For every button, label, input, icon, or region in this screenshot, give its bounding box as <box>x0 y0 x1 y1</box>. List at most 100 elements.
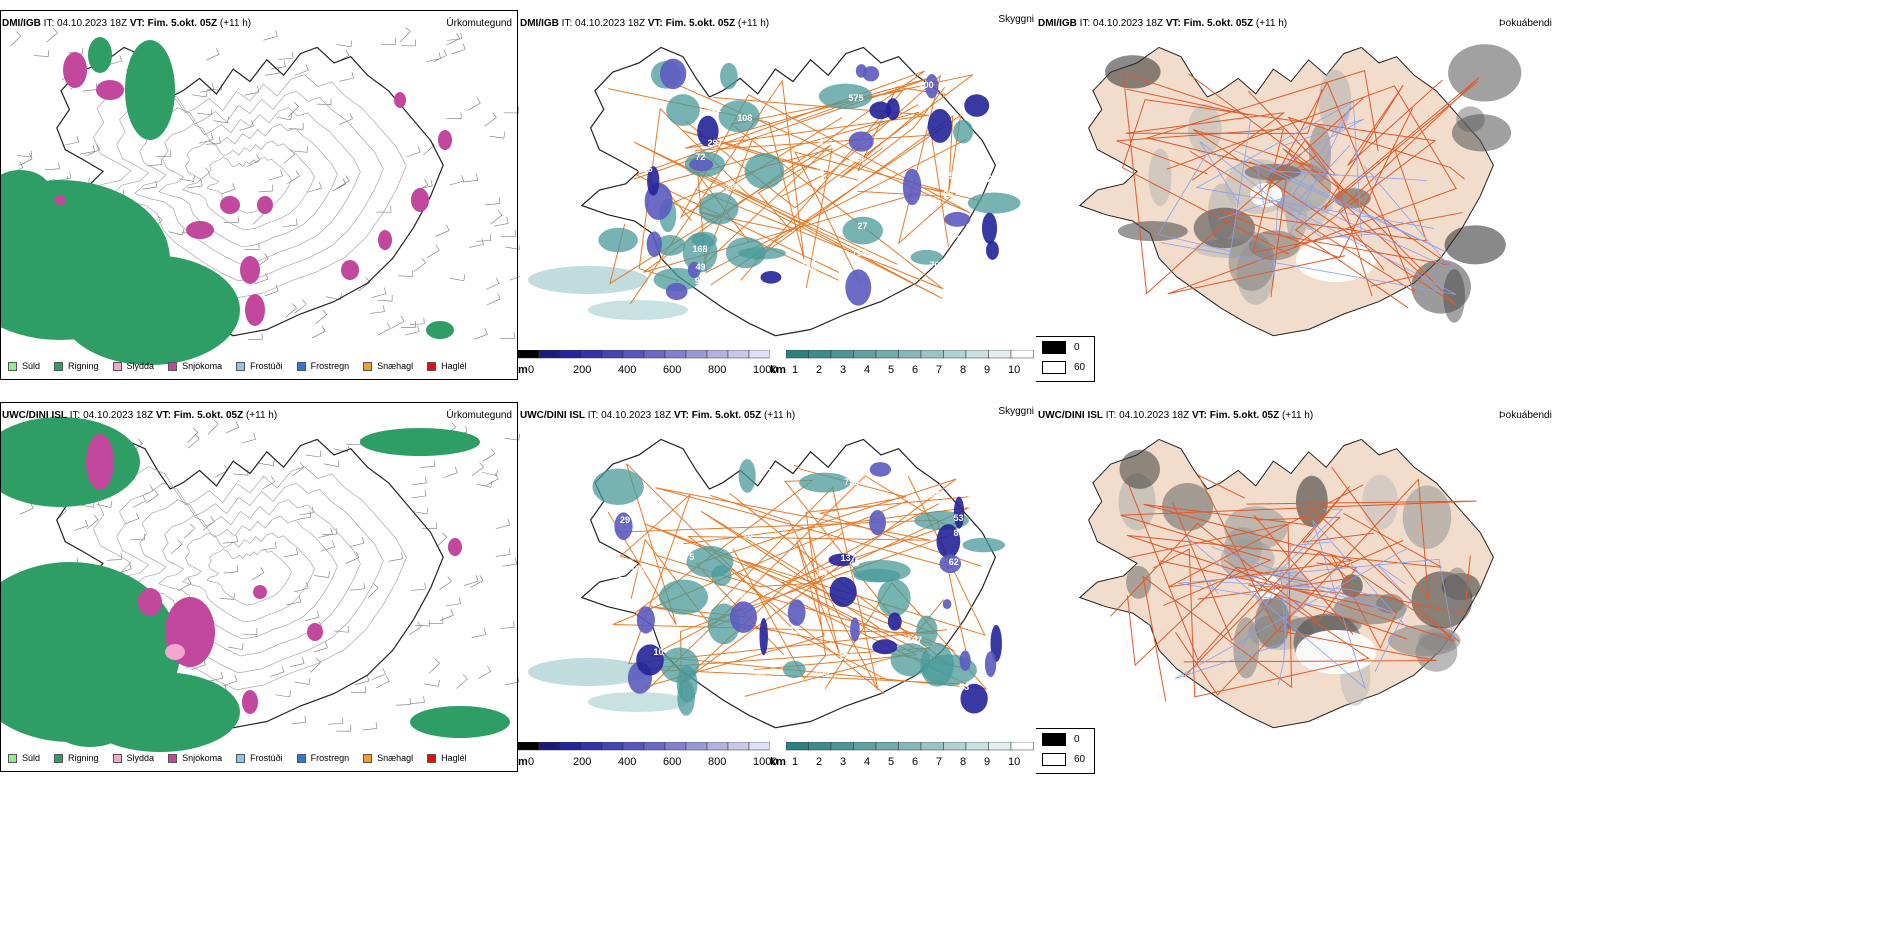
wind-barb <box>391 315 405 329</box>
wind-barb <box>219 593 235 600</box>
fog-legend-swatch-black <box>1042 732 1066 746</box>
wind-barb <box>259 459 275 466</box>
wind-barb <box>275 690 291 698</box>
cloud-base-label: 107 <box>906 635 922 646</box>
wind-barb <box>191 90 208 98</box>
cloud-base-area <box>869 509 886 536</box>
visibility-area <box>782 660 806 678</box>
road-line <box>1127 482 1375 661</box>
fog-indicator-legend: 0 60 <box>1036 336 1095 382</box>
precip-type-legend: Súld Rigning Slydda Snjókoma Frostúði Frostre… <box>8 361 481 371</box>
wind-barb <box>436 532 448 548</box>
snow-area <box>138 588 162 616</box>
colorbar-segment <box>538 742 561 751</box>
road-line <box>667 79 971 219</box>
fog-map[interactable] <box>1036 10 1556 382</box>
cloud-base-area <box>759 617 768 656</box>
wind-barb <box>485 277 500 290</box>
wind-barb <box>312 325 326 339</box>
colorbar-tick: 5 <box>888 364 895 376</box>
cloud-visibility-panel: UWC/DINI ISL IT: 04.10.2023 18Z VT: Fim.… <box>518 402 1038 774</box>
cloud-base-area <box>636 606 655 634</box>
wind-barb <box>258 184 274 193</box>
road-line <box>1153 548 1370 698</box>
cloud-base-area <box>942 599 952 610</box>
cloud-base-area <box>787 599 806 626</box>
cloud-visibility-map[interactable] <box>518 402 1038 774</box>
legend-item-slydda: Slydda <box>112 361 154 371</box>
colorbar-segment <box>748 742 770 751</box>
wind-barb <box>349 536 365 547</box>
init-time: IT: 04.10.2023 18Z <box>40 18 130 29</box>
precip-map[interactable] <box>0 10 520 382</box>
wind-barb <box>339 71 354 82</box>
road-line <box>638 107 898 282</box>
cloud-base-label: 35 <box>755 667 766 678</box>
wind-barb <box>187 179 203 189</box>
cloud-base-label: 15 <box>789 624 800 635</box>
cloud-base-area <box>939 554 962 574</box>
precip-map[interactable] <box>0 402 520 774</box>
wind-barb <box>439 576 452 590</box>
road-line <box>710 486 879 691</box>
wind-barb <box>489 131 505 139</box>
legend-item-snjókoma: Snjókoma <box>168 361 222 371</box>
colorbar-segment <box>518 742 540 751</box>
terrain-contour <box>206 157 292 214</box>
cloud-base-area <box>986 240 999 260</box>
colorbar-tick: 1000 <box>753 364 778 376</box>
fog-map[interactable] <box>1036 402 1556 774</box>
init-time: IT: 04.10.2023 18Z <box>1076 18 1166 29</box>
cloud-base-label: 265 <box>987 608 1003 619</box>
valid-time: VT: Fim. 5.okt. 05Z <box>1191 410 1280 421</box>
cloud-base-label: 297 <box>707 138 723 149</box>
wind-barb <box>264 284 279 297</box>
colorbar-tick: 800 <box>708 364 727 376</box>
fog-legend-high-label: 60 <box>1074 753 1086 765</box>
visibility-area <box>654 235 686 256</box>
cloud-base-area <box>829 576 857 607</box>
road-line <box>1323 79 1479 210</box>
cloud-base-area <box>981 212 998 244</box>
cloud-base-label: 100 <box>922 196 938 207</box>
cloud-visibility-map[interactable] <box>518 10 1038 382</box>
road-line <box>1188 73 1456 306</box>
colorbar-tick: 8 <box>960 756 967 768</box>
legend-item-rigning: Rigning <box>54 361 99 371</box>
wind-barb <box>294 678 311 685</box>
wind-barb <box>287 170 300 184</box>
cloud-base-label: 152 <box>811 253 827 264</box>
terrain-contour <box>110 482 384 674</box>
wind-barb <box>292 145 308 153</box>
legend-swatch <box>168 361 178 371</box>
fog-legend-swatch-black <box>1042 340 1066 354</box>
cloud-base-area <box>614 512 633 541</box>
fog-area <box>1415 632 1458 672</box>
river-line <box>1211 546 1394 655</box>
road-line <box>793 151 982 283</box>
init-time: IT: 04.10.2023 18Z <box>585 410 674 421</box>
visibility-area <box>967 192 1021 214</box>
river-line <box>1157 119 1251 252</box>
colorbar-segment <box>559 742 582 751</box>
cloud-base-area <box>828 553 856 567</box>
wind-barb <box>155 150 171 158</box>
lead-time: (+11 h) <box>735 18 770 29</box>
lead-time: (+11 h) <box>1253 18 1288 29</box>
river-line <box>1195 101 1434 238</box>
road-line <box>1219 108 1428 259</box>
visibility-area <box>691 231 718 248</box>
wind-barb <box>142 180 158 190</box>
visibility-area <box>588 300 688 320</box>
road-line <box>732 496 969 680</box>
wind-barb <box>500 230 516 238</box>
visibility-area <box>653 268 700 292</box>
lead-time: (+11 h) <box>217 18 252 29</box>
model-name: UWC/DINI ISL <box>1038 410 1103 421</box>
wind-barb <box>381 38 396 45</box>
visibility-area <box>962 537 1006 553</box>
wind-barb <box>313 641 328 653</box>
snow-area <box>240 256 260 284</box>
wind-barb <box>504 106 519 114</box>
colorbar-tick: 2 <box>816 756 823 768</box>
